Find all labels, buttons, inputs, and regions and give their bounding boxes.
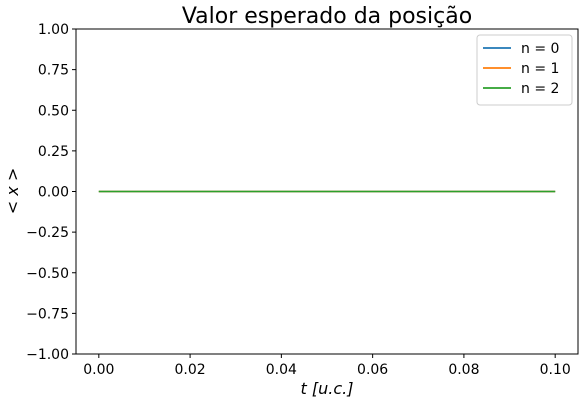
y-tick-label: −1.00 — [26, 347, 69, 363]
legend: n = 0 n = 1 n = 2 — [476, 34, 573, 106]
x-tick-label: 0.00 — [83, 362, 114, 378]
legend-label-n2: n = 2 — [521, 81, 559, 97]
y-tick-label: 1.00 — [38, 22, 69, 38]
y-tick-label: 0.75 — [38, 63, 69, 79]
x-tick-label: 0.04 — [266, 362, 297, 378]
x-axis-title: t [u.c.] — [301, 379, 354, 398]
ticks-layer: 0.00 0.02 0.04 0.06 0.08 0.10 1.00 0.75 0.50 0.25… — [26, 22, 571, 378]
y-tick-label: −0.50 — [26, 266, 69, 282]
x-tick-label: 0.06 — [357, 362, 388, 378]
y-tick-label: 0.50 — [38, 103, 69, 119]
y-tick-label: 0.00 — [38, 185, 69, 201]
y-tick-label: −0.75 — [26, 306, 69, 322]
x-tick-label: 0.10 — [540, 362, 571, 378]
legend-label-n0: n = 0 — [521, 41, 559, 57]
legend-label-n1: n = 1 — [521, 61, 559, 77]
x-tick-label: 0.08 — [448, 362, 479, 378]
y-tick-label: −0.25 — [26, 225, 69, 241]
y-axis-title: < x > — [3, 168, 22, 214]
x-tick-label: 0.02 — [175, 362, 206, 378]
y-tick-label: 0.25 — [38, 144, 69, 160]
chart-title: Valor esperado da posição — [182, 4, 472, 29]
